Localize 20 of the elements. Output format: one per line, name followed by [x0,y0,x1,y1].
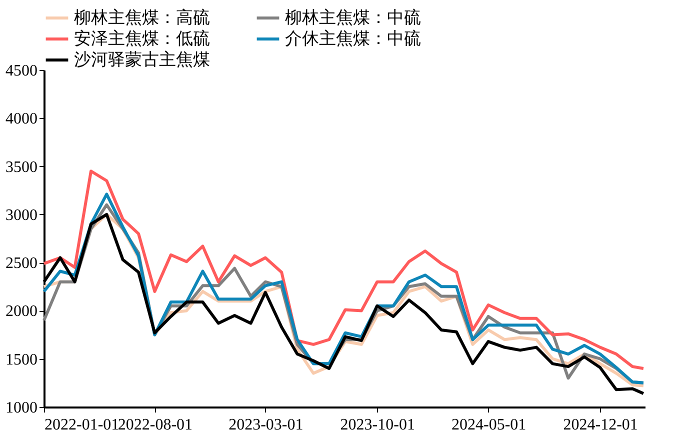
y-tick-label: 3500 [6,158,38,176]
y-tick-label: 1500 [6,351,38,368]
y-tick-label: 2000 [6,303,38,320]
y-tick-label: 4500 [6,62,38,80]
x-tick-label: 2023-10-01 [340,416,415,434]
legend-label: 沙河驿蒙古主焦煤 [74,50,210,69]
y-tick-label: 4000 [6,110,38,128]
x-tick-label: 2024-05-01 [452,416,526,434]
x-tick-label: 2022-01-01 [44,416,120,434]
y-tick-label: 1000 [6,400,38,416]
legend-label: 柳林主焦煤：高硫 [74,8,210,27]
y-tick-label: 3000 [6,206,38,224]
line-series [42,170,645,370]
x-tick-label: 2023-03-01 [228,416,304,434]
x-tick-label: 2022-08-01 [118,416,193,434]
x-tick-label: 2024-12-01 [563,416,638,434]
legend-label: 安泽主焦煤：低硫 [74,29,210,48]
legend-label: 柳林主焦煤：中硫 [285,8,421,27]
y-tick-label: 2500 [6,255,38,272]
legend-label: 介休主焦煤：中硫 [285,29,421,48]
